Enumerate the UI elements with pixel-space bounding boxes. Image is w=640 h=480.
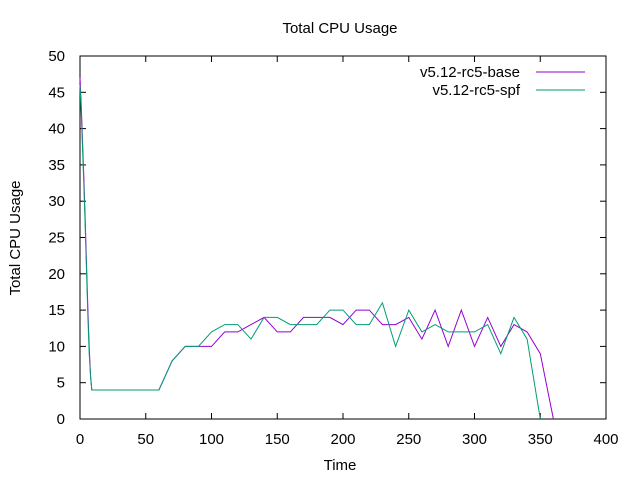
y-tick-label: 45 [48,84,65,101]
x-tick-label: 400 [593,431,618,448]
x-tick-label: 100 [199,431,224,448]
series-line-2 [79,84,541,420]
x-axis-label: Time [324,457,357,474]
x-tick-label: 0 [76,431,84,448]
chart-title: Total CPU Usage [282,20,397,37]
series-lines [79,77,554,420]
x-tick-label: 50 [137,431,154,448]
x-tick-label: 250 [396,431,421,448]
y-tick-label: 35 [48,157,65,174]
y-axis-label: Total CPU Usage [7,180,24,295]
y-tick-label: 50 [48,48,65,65]
axis-ticks: 0 50 100 150 200 250 300 350 400 0 5 10 15 20 25 30 35 40… [48,48,618,448]
x-tick-label: 300 [462,431,487,448]
y-tick-label: 40 [48,121,65,138]
series-line-1 [79,77,554,420]
legend-label-2: v5.12-rc5-spf [432,82,520,99]
x-tick-label: 200 [330,431,355,448]
y-tick-label: 5 [57,375,65,392]
y-tick-label: 15 [48,302,65,319]
y-tick-label: 0 [57,411,65,428]
x-tick-label: 350 [528,431,553,448]
plot-area-frame [79,55,607,420]
legend-label-1: v5.12-rc5-base [420,64,520,81]
x-tick-label: 150 [265,431,290,448]
y-tick-label: 25 [48,230,65,247]
y-tick-label: 10 [48,338,65,355]
y-tick-label: 20 [48,266,65,283]
y-tick-label: 30 [48,193,65,210]
